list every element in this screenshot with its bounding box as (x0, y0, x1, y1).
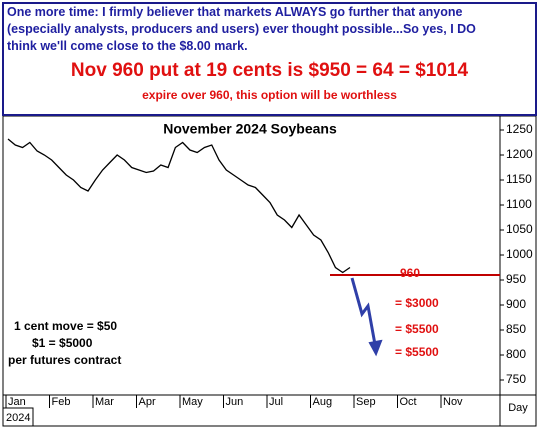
y-tick-label: 800 (506, 347, 526, 361)
chart-title: November 2024 Soybeans (163, 121, 337, 137)
x-tick-label: Nov (443, 396, 463, 408)
annotation: = $5500 (395, 345, 439, 359)
y-tick-label: 1150 (506, 172, 532, 186)
y-tick-label: 850 (506, 322, 526, 336)
header-box: One more time: I firmly believer that ma… (2, 2, 537, 116)
x-tick-label: Jan (8, 396, 26, 408)
reference-label: 960 (400, 266, 420, 280)
header-line: One more time: I firmly believer that ma… (7, 5, 463, 19)
x-tick-label: Apr (139, 396, 156, 408)
x-tick-label: Aug (313, 396, 333, 408)
header-note: expire over 960, this option will be wor… (142, 88, 397, 102)
note: 1 cent move = $50 (14, 319, 117, 333)
x-tick-label: Sep (356, 396, 376, 408)
y-tick-label: 1250 (506, 122, 533, 136)
y-tick-label: 1000 (506, 247, 533, 261)
annotation: = $5500 (395, 322, 439, 336)
y-tick-label: 950 (506, 272, 526, 286)
header-line: (especially analysts, producers and user… (7, 22, 476, 36)
year-box (2, 407, 34, 427)
annotation: = $3000 (395, 296, 439, 310)
chart-frame (2, 115, 537, 427)
x-tick-label: Jun (226, 396, 244, 408)
y-tick-label: 900 (506, 297, 526, 311)
x-tick-label: May (182, 396, 203, 408)
x-axis-label: Day (508, 402, 528, 414)
y-tick-label: 1100 (506, 197, 532, 211)
y-tick-label: 1050 (506, 222, 533, 236)
x-tick-label: Oct (400, 396, 417, 408)
note: $1 = $5000 (32, 336, 93, 350)
headline: Nov 960 put at 19 cents is $950 = 64 = $… (70, 60, 469, 81)
note: per futures contract (8, 353, 121, 367)
x-tick-label: Jul (269, 396, 283, 408)
x-tick-label: Mar (95, 396, 114, 408)
y-tick-label: 1200 (506, 147, 533, 161)
x-tick-label: Feb (52, 396, 71, 408)
arrow-head (368, 339, 383, 357)
y-tick-label: 750 (506, 372, 526, 386)
year-label: 2024 (6, 412, 30, 424)
header-line: think we'll come close to the $8.00 mark… (7, 39, 248, 53)
price-line (7, 138, 351, 274)
arrow (350, 277, 378, 351)
